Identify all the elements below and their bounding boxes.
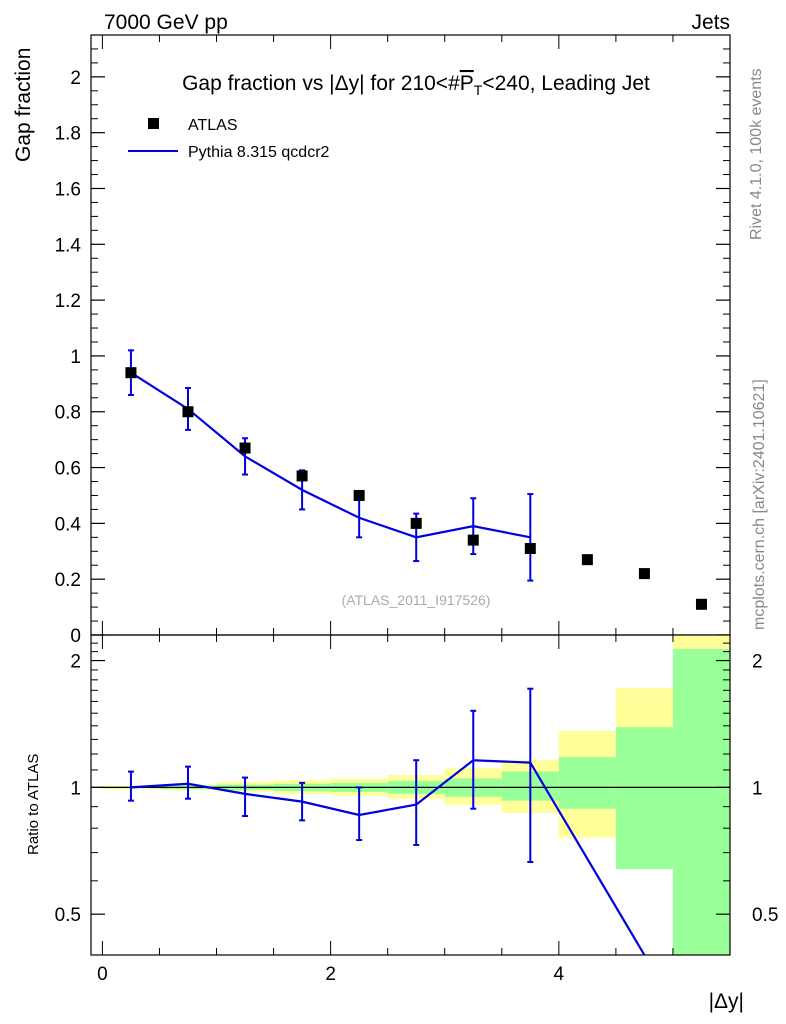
- chart-title-pre: Gap fraction vs |Δy| for 210<#: [182, 72, 460, 95]
- ratio-panel-frame: [90, 634, 731, 956]
- ratio-panel: 0.5 0.5 1 1 2 2 0 2 4 Ratio to ATLAS |Δy|: [25, 634, 778, 1013]
- ratio-y-axis-label: Ratio to ATLAS: [25, 754, 42, 855]
- header-energy-label: 7000 GeV pp: [104, 11, 228, 34]
- atlas-data-point: [695, 598, 707, 610]
- legend-atlas-label: ATLAS: [188, 117, 238, 134]
- ratio-y-tick-label-right: 0.5: [752, 905, 778, 926]
- main-y-tick-label: 0.4: [55, 514, 82, 535]
- atlas-data-point: [638, 568, 650, 580]
- chart-title: Gap fraction vs |Δy| for 210<#PT<240, Le…: [182, 72, 650, 98]
- ratio-band-green: [615, 727, 673, 870]
- x-tick-label: 0: [97, 964, 108, 985]
- main-panel: 0 0.2 0.4 0.6 0.8 1 1.2 1.4 1.6 1.8 2 Gap fraction…: [12, 34, 731, 647]
- x-axis-label: |Δy|: [709, 990, 744, 1013]
- header-process-label: Jets: [691, 11, 730, 34]
- ratio-band-green: [672, 649, 730, 955]
- main-y-tick-label: 1: [70, 347, 81, 368]
- ratio-y-tick-label-left: 2: [70, 652, 81, 673]
- atlas-data-point: [182, 406, 194, 418]
- atlas-data-point: [410, 517, 422, 529]
- mc-line: [130, 371, 531, 539]
- ratio-y-tick-label-right: 1: [752, 778, 763, 799]
- ratio-band-green: [558, 757, 616, 809]
- main-y-tick-label: 0.6: [55, 459, 81, 480]
- atlas-data-point: [524, 542, 536, 554]
- main-y-tick-label: 2: [70, 68, 81, 89]
- atlas-data-point: [353, 489, 365, 501]
- main-y-tick-label: 0.8: [55, 403, 81, 424]
- main-y-tick-label: 1.6: [55, 179, 81, 200]
- main-panel-frame: [90, 34, 731, 636]
- ratio-y-tick-label-left: 1: [70, 778, 81, 799]
- main-y-tick-label: 1.2: [55, 291, 81, 312]
- x-tick-label: 4: [554, 964, 565, 985]
- main-y-tick-label: 1.8: [55, 124, 81, 145]
- mcplots-label: mcplots.cern.ch [arXiv:2401.10621]: [751, 379, 768, 630]
- legend-atlas-marker: [148, 118, 159, 129]
- ratio-y-tick-label-left: 0.5: [55, 905, 81, 926]
- ratio-y-tick-label-right: 2: [752, 652, 763, 673]
- atlas-data-point: [581, 554, 593, 566]
- atlas-data-point: [296, 470, 308, 482]
- rivet-version-label: Rivet 4.1.0, 100k events: [748, 68, 765, 240]
- x-tick-label: 2: [325, 964, 336, 985]
- atlas-data-point: [239, 442, 251, 454]
- atlas-data-point: [467, 534, 479, 546]
- main-y-tick-label: 0.2: [55, 570, 81, 591]
- legend-pythia-label: Pythia 8.315 qcdcr2: [188, 144, 330, 161]
- chart-title-p: P: [460, 72, 474, 95]
- chart-title-sub: T: [474, 82, 483, 98]
- analysis-tag: (ATLAS_2011_I917526): [342, 592, 491, 608]
- chart-title-post: <240, Leading Jet: [482, 72, 650, 95]
- main-y-tick-label: 0: [70, 626, 81, 647]
- main-y-axis-label: Gap fraction: [12, 48, 35, 162]
- atlas-data-point: [125, 367, 137, 379]
- main-y-tick-label: 1.4: [55, 235, 82, 256]
